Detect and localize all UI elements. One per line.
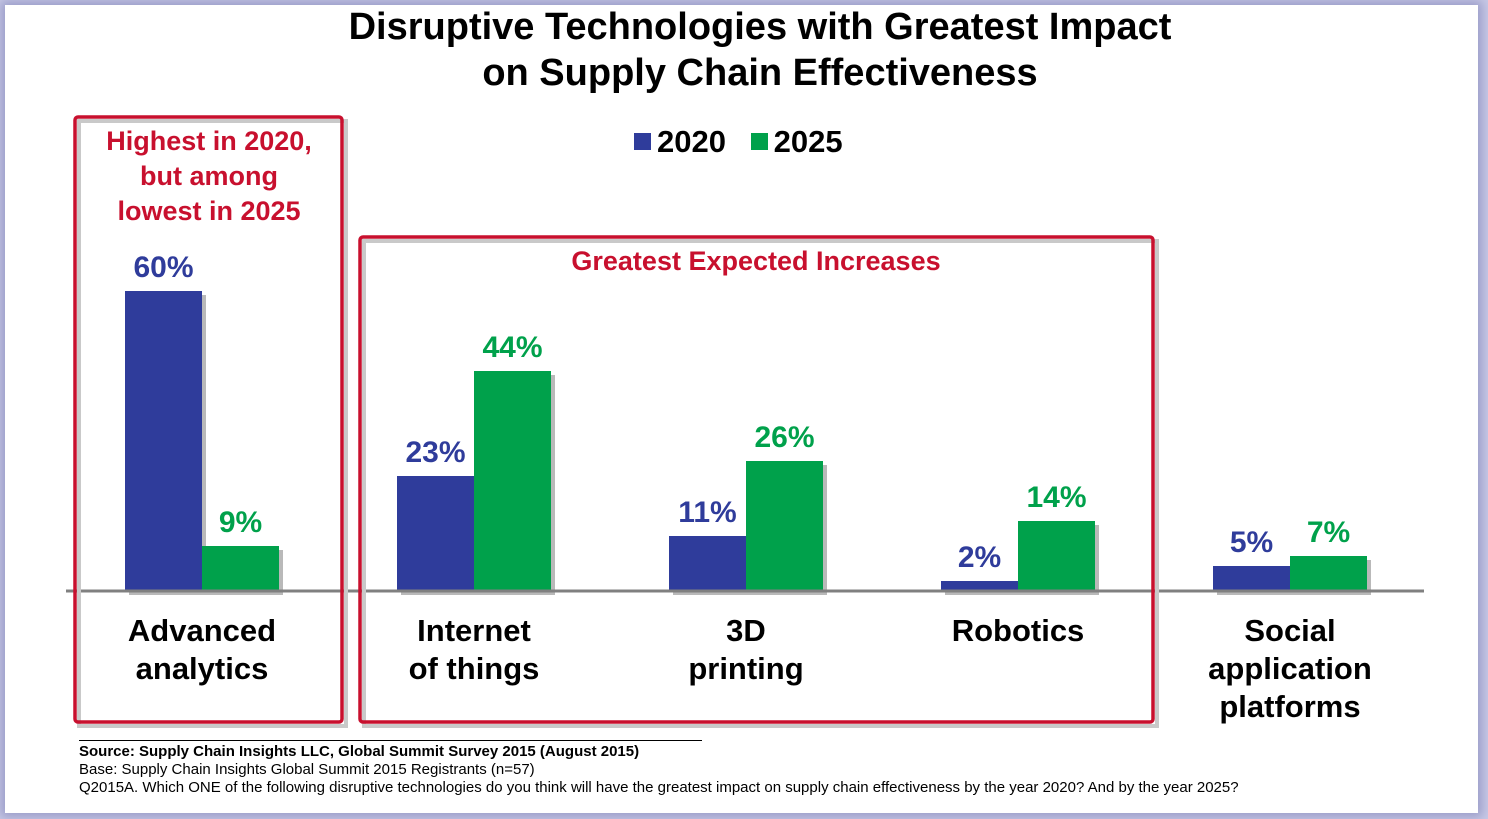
footer-question: Q2015A. Which ONE of the following disru… (79, 779, 1239, 796)
bar-2020-0 (125, 291, 202, 591)
bar-2025-0 (202, 546, 279, 591)
legend-swatch-2025 (750, 133, 768, 150)
annotation-boxes: Highest in 2020, but among lowest in 2025 G… (73, 115, 1159, 728)
bar-2020-3 (941, 581, 1018, 591)
bar-2020-4 (1213, 566, 1290, 591)
chart-title-line-2: on Supply Chain Effectiveness (482, 52, 1038, 94)
legend-label-2025: 2025 (773, 124, 843, 159)
annotation-box-advanced-analytics-shadow (77, 119, 348, 728)
bar-2020-1 (397, 476, 474, 591)
bar-2025-4 (1290, 556, 1367, 591)
legend-label-2020: 2020 (657, 124, 726, 159)
data-label-2025-1: 44% (482, 331, 542, 364)
legend-item-2020: 2020 (634, 124, 726, 160)
bar-2025-2 (746, 461, 823, 591)
slide (5, 5, 1478, 813)
bar-2020-2 (669, 536, 746, 591)
bar-2025-3 (1018, 521, 1095, 591)
data-label-2020-1: 23% (405, 436, 465, 469)
footer: Source: Supply Chain Insights LLC, Globa… (79, 740, 1239, 797)
data-label-2020-4: 5% (1230, 526, 1273, 559)
annotation-text-highest-2020: Highest in 2020, but among lowest in 2025 (106, 126, 312, 226)
category-label-1: Internet of things (409, 613, 540, 686)
data-label-2020-0: 60% (133, 251, 193, 284)
annotation-box-greatest-increases-shadow (362, 239, 1159, 728)
data-label-2025-4: 7% (1307, 516, 1350, 549)
category-label-4: Social application platforms (1208, 613, 1372, 724)
category-label-2: 3D printing (688, 613, 803, 686)
annotation-box-advanced-analytics (73, 115, 344, 724)
bars-group: 60% 9% 23% 44% 11% 26% 2% 14% 5% 7% Advanced analyt… (66, 251, 1424, 724)
bar-2025-1 (474, 371, 551, 591)
data-label-2020-3: 2% (958, 541, 1001, 574)
category-label-0: Advanced analytics (128, 613, 276, 686)
footer-source: Source: Supply Chain Insights LLC, Globa… (79, 743, 640, 760)
data-label-2025-0: 9% (219, 506, 262, 539)
annotation-box-greatest-increases (358, 235, 1155, 724)
footer-rule (79, 740, 702, 741)
category-label-3: Robotics (952, 613, 1085, 648)
chart-title: Disruptive Technologies with Greatest Im… (0, 4, 1488, 96)
data-label-2025-3: 14% (1026, 481, 1086, 514)
chart-title-line-1: Disruptive Technologies with Greatest Im… (348, 6, 1172, 48)
footer-base: Base: Supply Chain Insights Global Summi… (79, 761, 535, 778)
legend-swatch-2020 (634, 133, 651, 150)
data-label-2025-2: 26% (754, 421, 814, 454)
legend-item-2025: 2025 (750, 124, 843, 160)
data-label-2020-2: 11% (678, 496, 736, 529)
legend: 2020 2025 (634, 124, 859, 160)
annotation-text-greatest-increases: Greatest Expected Increases (571, 246, 940, 276)
